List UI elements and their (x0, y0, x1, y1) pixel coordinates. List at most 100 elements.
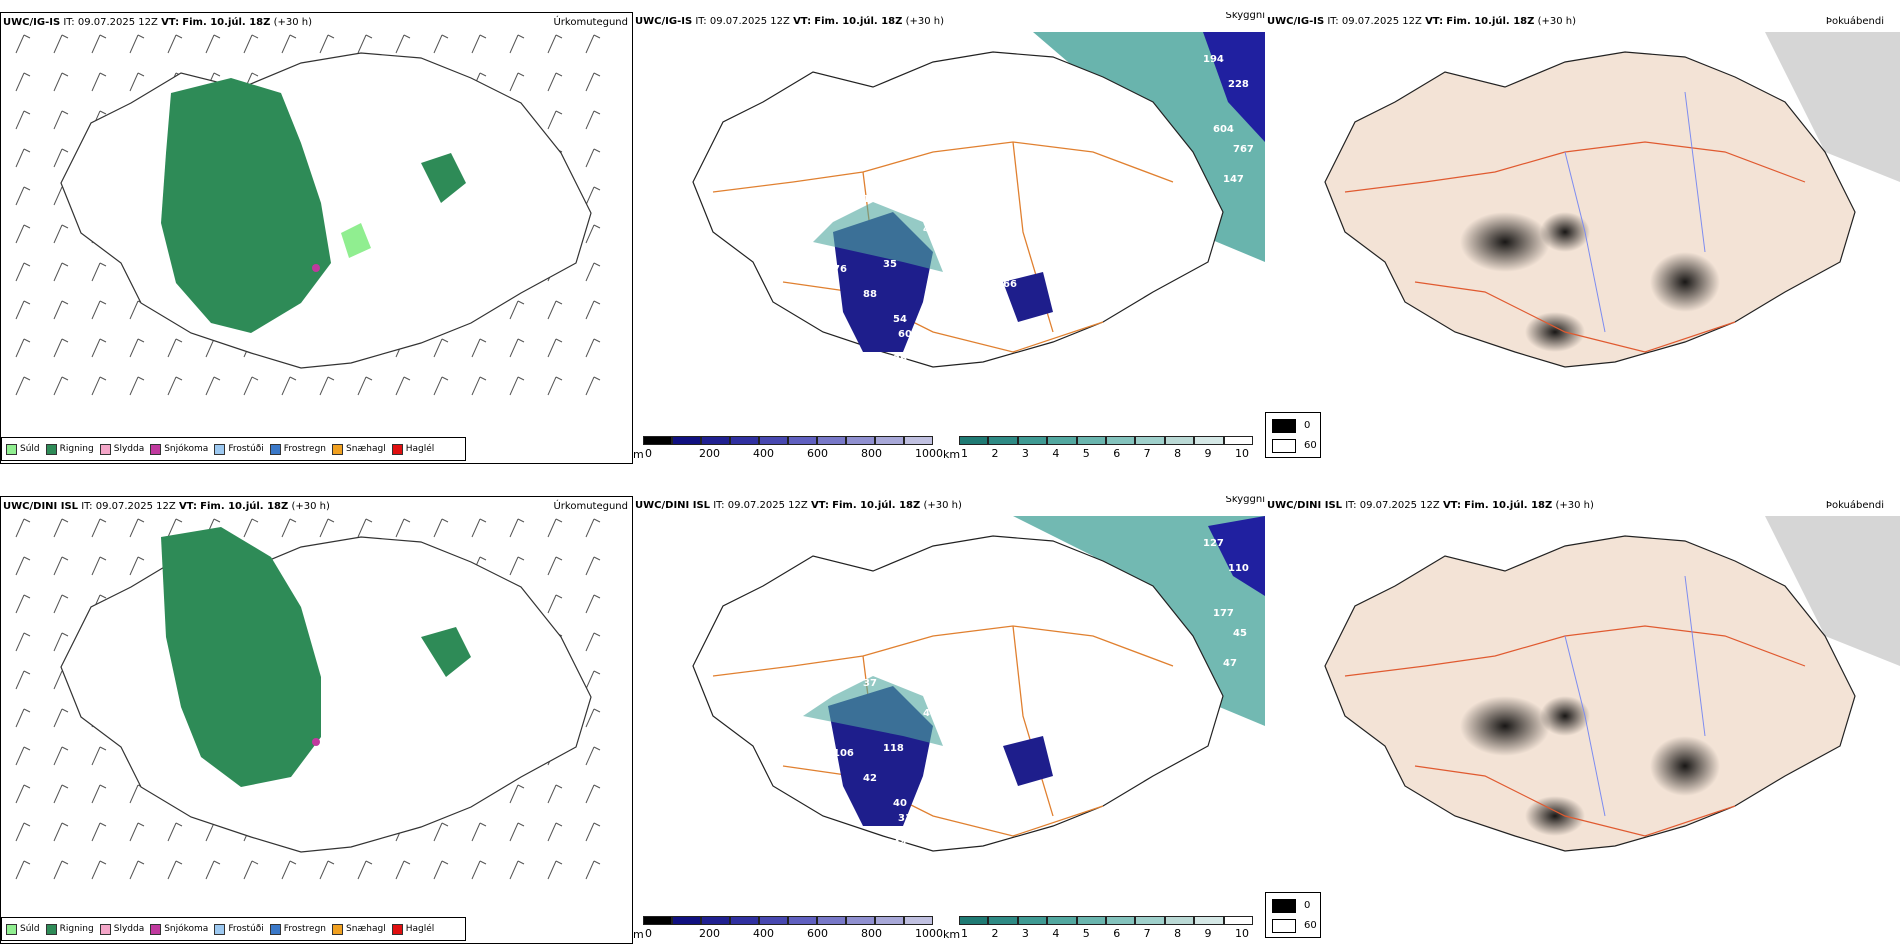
colorbar-tick: 400 (753, 447, 774, 460)
cloud-base-value: 36 (893, 354, 907, 365)
fog-panel-bottom: UWC/DINI ISL IT: 09.07.2025 12Z VT: Fim.… (1265, 496, 1900, 944)
wind-barb (547, 72, 563, 92)
wind-barb (585, 822, 601, 842)
model-name: UWC/DINI ISL (635, 500, 711, 511)
cloud-base-value: 604 (1213, 124, 1234, 135)
fog-key-dark-label: 0 (1304, 900, 1311, 911)
wind-barb (585, 784, 601, 804)
panel-header: UWC/IG-IS IT: 09.07.2025 12Z VT: Fim. 10… (1, 13, 632, 33)
colorbar-segment (1135, 916, 1165, 925)
legend-swatch (99, 443, 111, 455)
wind-barb (433, 822, 449, 842)
wind-barb (357, 518, 373, 538)
wind-barb (91, 34, 107, 54)
legend-swatch (391, 923, 403, 935)
vt-value: Fim. 10.júl. 18Z (182, 17, 271, 28)
colorbar-tick: 3 (1021, 927, 1029, 940)
lead-time: (+30 h) (905, 16, 944, 27)
wind-barb (585, 338, 601, 358)
colorbar-segment (846, 916, 875, 925)
wind-barb (585, 110, 601, 130)
colorbar-segment (701, 436, 730, 445)
colorbar-tick: 3 (1021, 447, 1029, 460)
cloud-base-value: 88 (863, 289, 877, 300)
wind-barb (547, 34, 563, 54)
colorbar-tick: 9 (1204, 927, 1212, 940)
legend-label: Rigning (59, 444, 94, 454)
cloud-base-value: 37 (863, 678, 877, 689)
model-name: UWC/DINI ISL (1267, 500, 1343, 511)
wind-barb (395, 518, 411, 538)
wind-barb (53, 224, 69, 244)
colorbar-tick: 0 (645, 447, 652, 460)
wind-barb (395, 376, 411, 396)
iceland-outline (692, 51, 1224, 368)
legend-label: Frostregn (283, 924, 327, 934)
colorbar-tick: 6 (1113, 927, 1121, 940)
wind-barb (509, 34, 525, 54)
wind-barb (167, 518, 183, 538)
panel-title: Úrkomutegund (553, 17, 628, 28)
wind-barb (585, 34, 601, 54)
wind-barb (319, 34, 335, 54)
colorbar-segment (875, 436, 904, 445)
vis-colorbar: km 1 2 3 4 5 6 7 8 9 10 (943, 916, 1253, 944)
it-value: 09.07.2025 12Z (1341, 16, 1422, 27)
lead-time: (+30 h) (1555, 500, 1594, 511)
colorbar-segment (1223, 916, 1253, 925)
iceland-land (1324, 51, 1856, 368)
legend-swatch (214, 443, 226, 455)
colorbar-segment (1194, 436, 1224, 445)
it-label: IT: (63, 17, 75, 28)
wind-barb (319, 518, 335, 538)
vt-label: VT: (1442, 500, 1461, 511)
wind-barb (547, 784, 563, 804)
legend-swatch (269, 923, 281, 935)
wind-barb (433, 860, 449, 880)
wind-barb (15, 376, 31, 396)
wind-barb (129, 518, 145, 538)
visibility-map: 127 110 177 45 47 37 41 118 106 42 40 31 44 109 107 182 (692, 516, 1265, 889)
rain-area-east (421, 627, 471, 677)
wind-barb (585, 860, 601, 880)
cloud-area-east (1003, 272, 1053, 322)
wind-barb (129, 376, 145, 396)
colorbar-segment (1106, 916, 1136, 925)
legend-swatch (45, 443, 57, 455)
legend-item: Snæhagl (332, 443, 386, 455)
vis-colorbar: km 1 2 3 4 5 6 7 8 9 10 (943, 436, 1253, 464)
rain-area (161, 78, 331, 333)
cloud-base-value: 127 (1203, 538, 1224, 549)
vis-unit: km (943, 448, 961, 461)
colorbar-tick: 800 (861, 447, 882, 460)
fog-key-light-label: 60 (1304, 440, 1317, 451)
wind-barb (243, 518, 259, 538)
legend-swatch (99, 923, 111, 935)
wind-barb (509, 300, 525, 320)
wind-barb (15, 518, 31, 538)
model-name: UWC/DINI ISL (3, 501, 79, 512)
iceland-outline (60, 52, 592, 369)
colorbar-segment (1047, 436, 1077, 445)
wind-barb (15, 72, 31, 92)
colorbar-segment (846, 436, 875, 445)
wind-barb (471, 860, 487, 880)
wind-barb (129, 556, 145, 576)
vt-label: VT: (793, 16, 812, 27)
fog-blob (1525, 796, 1585, 836)
wind-barb (281, 860, 297, 880)
cloud-base-value: 76 (833, 264, 847, 275)
legend-swatch (332, 443, 344, 455)
fog-panel-top: UWC/IG-IS IT: 09.07.2025 12Z VT: Fim. 10… (1265, 12, 1900, 464)
wind-barb (281, 34, 297, 54)
wind-barb (509, 376, 525, 396)
wind-barb (129, 822, 145, 842)
wind-barb (509, 338, 525, 358)
legend-label: Frostregn (283, 444, 327, 454)
wind-barb (53, 110, 69, 130)
colorbar-segment (1076, 916, 1106, 925)
wind-barb (433, 376, 449, 396)
wind-barb (205, 860, 221, 880)
legend-item: Frostregn (269, 923, 327, 935)
vt-label: VT: (161, 17, 180, 28)
